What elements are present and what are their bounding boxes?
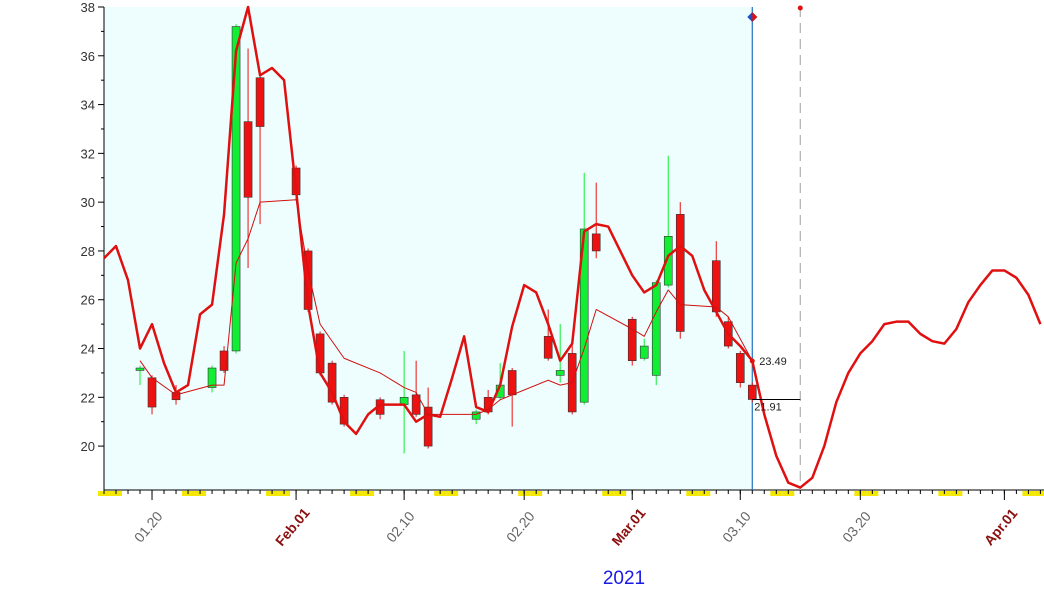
weekend-strip	[1034, 491, 1044, 496]
x-tick-label: 03.20	[839, 508, 874, 545]
y-tick-label: 30	[81, 195, 95, 210]
candle-body	[651, 282, 661, 376]
y-tick-label: 34	[81, 98, 95, 113]
candle-body	[591, 233, 601, 252]
candle-body	[411, 394, 421, 415]
candle-body	[555, 370, 565, 376]
candle-body	[543, 336, 553, 359]
y-tick-label: 36	[81, 49, 95, 64]
y-tick-label: 24	[81, 342, 95, 357]
candle-body	[231, 26, 241, 352]
candle-body	[579, 228, 589, 403]
candle-body	[135, 367, 145, 371]
candle-body	[747, 384, 757, 400]
candle-body	[207, 367, 217, 388]
cursor-diamond-half	[752, 12, 758, 22]
candle-body	[243, 121, 253, 198]
last-close-label: 21.91	[754, 401, 782, 413]
candle-body	[327, 362, 337, 403]
x-tick-label: Mar.01	[608, 505, 648, 549]
candle-body	[219, 350, 229, 371]
candle-body	[639, 345, 649, 359]
y-tick-label: 26	[81, 293, 95, 308]
candle-body	[627, 318, 637, 362]
candle-body	[255, 77, 265, 127]
x-tick-label: Feb.01	[272, 504, 313, 548]
candle-body	[507, 370, 517, 396]
candle-body	[675, 214, 685, 332]
x-tick-label: 01.20	[131, 508, 166, 545]
x-tick-label: 02.20	[503, 508, 538, 545]
x-tick-label: Apr.01	[981, 505, 1021, 548]
y-tick-label: 22	[81, 390, 95, 405]
candle-body	[471, 411, 481, 420]
candle-body	[423, 406, 433, 447]
x-tick-label: 03.10	[719, 508, 754, 545]
y-tick-label: 32	[81, 146, 95, 161]
y-tick-label: 28	[81, 244, 95, 259]
series-line	[103, 5, 1042, 489]
last-value-dot	[749, 358, 755, 364]
forecast-dot	[797, 5, 803, 11]
x-tick-label: 02.10	[383, 508, 418, 545]
series-line	[139, 199, 753, 415]
y-tick-label: 38	[81, 0, 95, 15]
x-axis-label: 2021	[603, 568, 645, 589]
last-value-label: 23.49	[759, 356, 787, 368]
candle-body	[735, 353, 745, 383]
y-tick-label: 20	[81, 439, 95, 454]
candle-body	[663, 236, 673, 286]
candle-body	[147, 377, 157, 408]
